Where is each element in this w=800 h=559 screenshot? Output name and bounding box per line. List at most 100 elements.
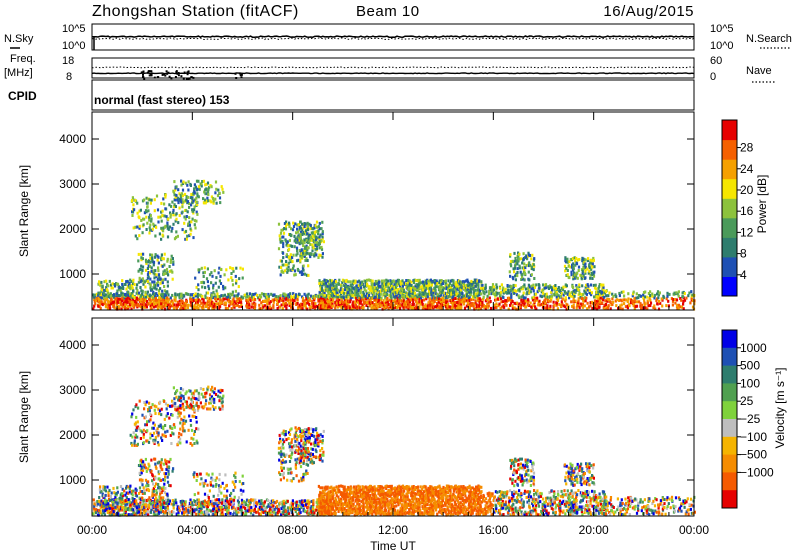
heatmap-cell	[590, 284, 592, 287]
heatmap-cell	[172, 223, 174, 226]
heatmap-cell	[138, 216, 140, 219]
heatmap-cell	[171, 201, 173, 204]
heatmap-cell	[288, 222, 290, 225]
heatmap-cell	[107, 284, 109, 287]
heatmap-cell	[553, 304, 555, 307]
heatmap-cell	[148, 504, 150, 507]
heatmap-cell	[631, 300, 633, 303]
heatmap-cell	[262, 300, 264, 303]
heatmap-cell	[264, 500, 266, 503]
heatmap-cell	[293, 264, 295, 267]
heatmap-cell	[108, 494, 110, 497]
heatmap-cell	[557, 299, 559, 302]
heatmap-cell	[230, 272, 232, 275]
heatmap-cell	[584, 276, 586, 279]
heatmap-cell	[591, 291, 593, 294]
heatmap-cell	[643, 299, 645, 302]
heatmap-cell	[167, 285, 169, 288]
heatmap-cell	[198, 195, 200, 198]
heatmap-cell	[470, 298, 472, 301]
heatmap-cell	[390, 296, 392, 299]
heatmap-cell	[154, 273, 156, 276]
nave-trace	[92, 67, 694, 68]
heatmap-cell	[574, 295, 576, 298]
heatmap-cell	[138, 292, 140, 295]
heatmap-cell	[235, 275, 237, 278]
heatmap-cell	[321, 256, 323, 259]
heatmap-cell	[485, 290, 487, 293]
colorbar-tick-label: 24	[740, 162, 754, 176]
heatmap-cell	[149, 223, 151, 226]
heatmap-cell	[163, 203, 165, 206]
heatmap-cell	[130, 504, 132, 507]
heatmap-cell	[555, 287, 557, 290]
heatmap-cell	[175, 205, 177, 208]
heatmap-cell	[403, 289, 405, 292]
heatmap-cell	[307, 259, 309, 262]
heatmap-cell	[254, 303, 256, 306]
heatmap-cell	[170, 261, 172, 264]
heatmap-cell	[158, 273, 160, 276]
heatmap-cell	[249, 292, 251, 295]
heatmap-cell	[143, 489, 145, 492]
heatmap-cell	[678, 307, 680, 310]
heatmap-cell	[318, 225, 320, 228]
nave-point	[164, 75, 166, 77]
heatmap-cell	[473, 284, 475, 287]
heatmap-cell	[545, 283, 547, 286]
heatmap-cell	[146, 222, 148, 225]
heatmap-cell	[525, 288, 527, 291]
heatmap-cell	[320, 246, 322, 249]
nave-point	[184, 72, 186, 74]
heatmap-cell	[359, 306, 361, 309]
heatmap-cell	[119, 497, 121, 500]
heatmap-cell	[227, 278, 229, 281]
heatmap-cell	[525, 296, 527, 299]
heatmap-cell	[189, 499, 191, 502]
heatmap-cell	[568, 276, 570, 279]
heatmap-cell	[164, 215, 166, 218]
heatmap-cell	[483, 291, 485, 294]
heatmap-cell	[214, 198, 216, 201]
colorbar-tick-label: 20	[740, 183, 754, 197]
heatmap-cell	[578, 266, 580, 269]
noise-tick-top-right: 10^5	[710, 23, 734, 35]
heatmap-cell	[173, 180, 175, 183]
heatmap-cell	[678, 290, 680, 293]
heatmap-cell	[172, 260, 174, 263]
heatmap-cell	[248, 303, 250, 306]
heatmap-cell	[159, 305, 161, 308]
nave-point	[150, 70, 152, 72]
heatmap-cell	[334, 306, 336, 309]
heatmap-cell	[167, 303, 169, 306]
heatmap-cell	[347, 280, 349, 283]
colorbar-tick-label: 4	[740, 268, 747, 282]
freq-tick-top: 18	[62, 55, 74, 67]
heatmap-cell	[201, 286, 203, 289]
heatmap-cell	[119, 294, 121, 297]
heatmap-cell	[337, 282, 339, 285]
heatmap-cell	[549, 305, 551, 308]
heatmap-cell	[625, 305, 627, 308]
heatmap-cell	[125, 499, 127, 502]
heatmap-cell	[206, 277, 208, 280]
heatmap-cell	[143, 499, 145, 502]
heatmap-cell	[584, 263, 586, 266]
heatmap-cell	[220, 282, 222, 285]
heatmap-cell	[140, 268, 142, 271]
heatmap-cell	[319, 222, 321, 225]
heatmap-cell	[117, 283, 119, 286]
colorbar-swatch	[722, 179, 737, 199]
heatmap-cell	[181, 205, 183, 208]
heatmap-cell	[324, 300, 326, 303]
heatmap-cell	[641, 304, 643, 307]
heatmap-cell	[167, 280, 169, 283]
heatmap-cell	[106, 298, 108, 301]
heatmap-cell	[586, 293, 588, 296]
heatmap-cell	[636, 292, 638, 295]
heatmap-cell	[107, 502, 109, 505]
heatmap-cell	[481, 301, 483, 304]
heatmap-cell	[211, 275, 213, 278]
heatmap-cell	[463, 294, 465, 297]
heatmap-cell	[383, 279, 385, 282]
